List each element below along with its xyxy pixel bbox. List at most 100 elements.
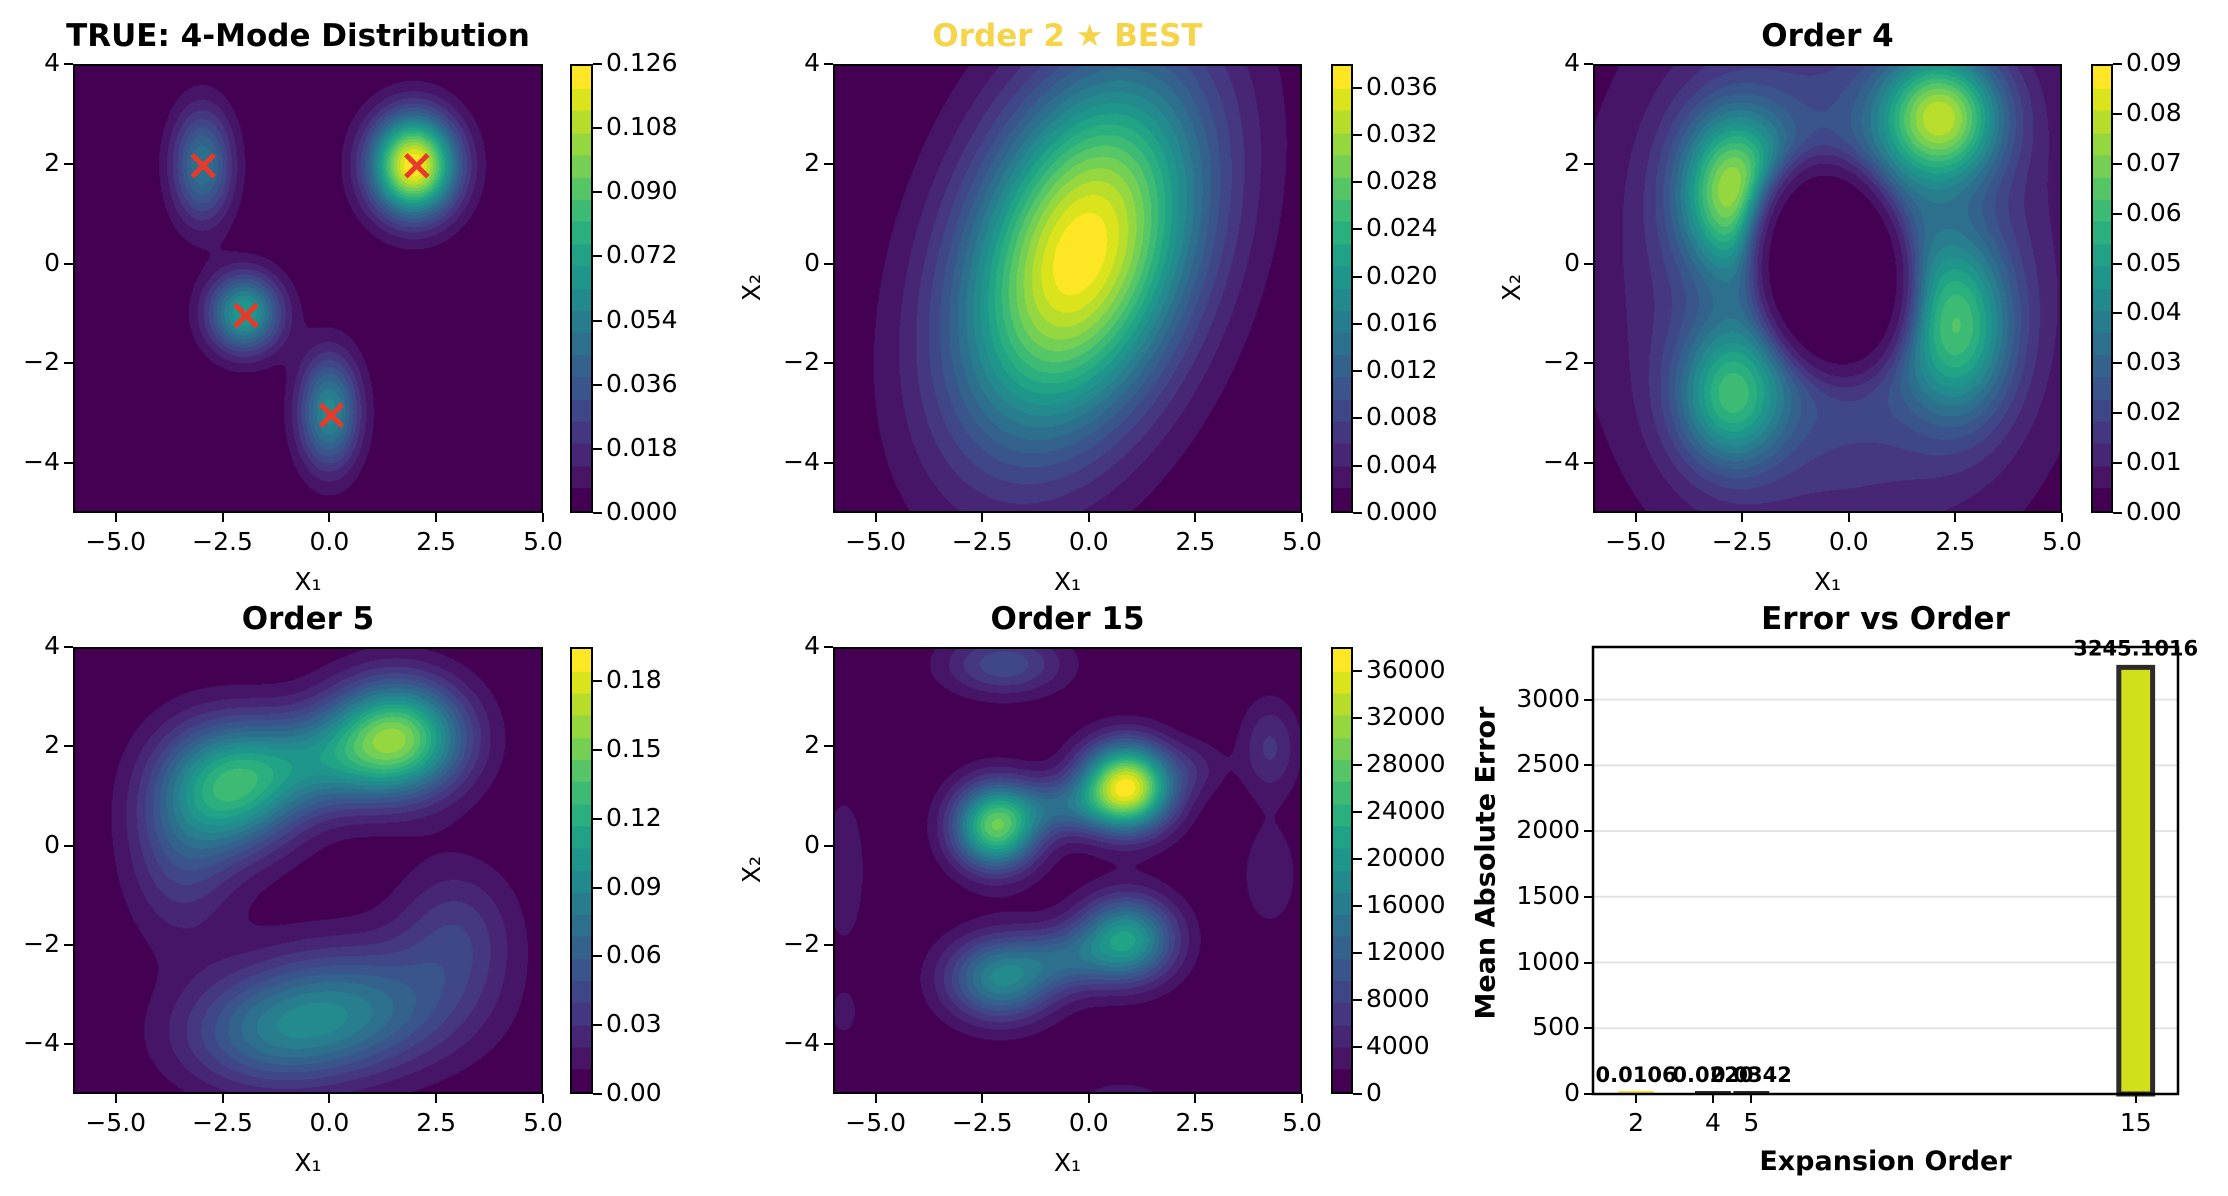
colorbar-tick-mark: [1353, 857, 1362, 860]
x-tick-label: 5: [1743, 1108, 1760, 1137]
y-tick-label: 4: [44, 48, 60, 77]
x-tick-label: 0.0: [309, 1108, 350, 1137]
x-tick-label: −2.5: [951, 1108, 1013, 1137]
colorbar-tick-mark: [1353, 228, 1362, 231]
true-colorbar-gradient: [572, 66, 591, 511]
x-tick-label: 5.0: [2042, 527, 2082, 556]
colorbar-tick-mark: [593, 383, 602, 386]
colorbar-tick-mark: [2113, 362, 2122, 365]
colorbar-tick-mark: [593, 749, 602, 752]
colorbar-tick-label: 24000: [1366, 795, 1446, 825]
x-tick-label: 0.0: [1828, 527, 1869, 556]
plot-frame: [1591, 645, 2180, 1096]
order4-contour-plot: [1593, 64, 2062, 513]
colorbar-tick-label: 36000: [1366, 654, 1446, 684]
x-tick-label: −2.5: [192, 1108, 253, 1137]
order15-colorbar-gradient: [1333, 649, 1351, 1092]
x-tick-label: −5.0: [1605, 527, 1666, 556]
order2-y-axis-label: X₂: [737, 273, 767, 301]
order2-colorbar-gradient: [1333, 66, 1351, 511]
x-tick-label: −5.0: [845, 1108, 906, 1137]
colorbar-tick-label: 4000: [1366, 1030, 1430, 1060]
x-tick-mark: [542, 513, 544, 522]
y-tick-label: 1000: [1516, 946, 1580, 976]
x-tick-label: −2.5: [1711, 527, 1773, 556]
colorbar-tick-mark: [2113, 212, 2122, 215]
y-tick-mark: [1584, 961, 1593, 964]
x-tick-label: 2: [1628, 1108, 1644, 1137]
colorbar-tick-label: 0.018: [606, 432, 678, 462]
colorbar-tick-label: 0.12: [606, 802, 662, 832]
x-tick-mark: [874, 1094, 877, 1103]
colorbar-tick-label: 0.18: [606, 665, 662, 695]
colorbar-tick-label: 0.000: [606, 497, 678, 526]
x-tick-label: 0.0: [309, 527, 350, 556]
y-tick-label: 0: [44, 247, 60, 277]
y-tick-label: 2: [804, 730, 820, 760]
y-tick-label: −2: [1543, 347, 1580, 377]
y-tick-label: −4: [23, 1028, 60, 1058]
colorbar-tick-label: 0.036: [606, 368, 678, 398]
order5-contour-plot: [73, 647, 543, 1094]
x-tick-mark: [1954, 513, 1957, 522]
colorbar-tick-label: 0.024: [1366, 213, 1438, 243]
colorbar-tick-label: 0.054: [606, 304, 678, 334]
colorbar-tick-mark: [1353, 763, 1362, 766]
x-tick-mark: [114, 1094, 117, 1103]
colorbar-tick-mark: [593, 447, 602, 450]
y-tick-label: 500: [1532, 1012, 1580, 1042]
y-tick-mark: [64, 1043, 73, 1046]
x-tick-label: 2.5: [416, 1108, 457, 1137]
colorbar-tick-label: 0.032: [1366, 118, 1438, 148]
colorbar-tick-mark: [2113, 262, 2122, 265]
x-tick-label: −5.0: [85, 1108, 147, 1137]
colorbar-tick-label: 0.126: [606, 48, 678, 77]
x-tick-mark: [1087, 1094, 1090, 1103]
order15-chart-title: Order 15: [990, 601, 1145, 637]
x-tick-mark: [981, 513, 984, 522]
x-tick-mark: [328, 513, 331, 522]
order5-density-field: [75, 649, 541, 1092]
y-tick-label: 0: [1564, 247, 1580, 277]
order4-colorbar-gradient: [2093, 66, 2111, 511]
colorbar-tick-label: 0.090: [606, 176, 678, 206]
colorbar-tick-mark: [593, 1024, 602, 1027]
x-tick-label: 15: [2119, 1108, 2152, 1137]
colorbar-tick-mark: [593, 319, 602, 322]
x-tick-mark: [1741, 513, 1744, 522]
colorbar-tick-mark: [1353, 275, 1362, 278]
colorbar-tick-label: 0.000: [1366, 497, 1438, 526]
y-tick-label: 4: [804, 48, 820, 77]
colorbar-tick-mark: [1353, 181, 1362, 184]
y-tick-mark: [1584, 895, 1593, 898]
colorbar-tick-label: 0.01: [2126, 447, 2182, 477]
error-bar-order-15: [2116, 664, 2156, 1097]
mode-center-x-marker: [190, 153, 216, 179]
y-tick-mark: [824, 162, 833, 165]
y-tick-label: 4: [804, 631, 820, 660]
error-y-axis-label: Mean Absolute Error: [1470, 706, 1502, 1019]
order5-colorbar-gradient: [572, 649, 591, 1092]
order2-density-field: [835, 66, 1300, 511]
x-tick-label: 5.0: [1282, 1108, 1322, 1137]
y-tick-label: 2: [1564, 147, 1580, 177]
order2-colorbar: [1331, 64, 1353, 513]
colorbar-tick-label: 0.02: [2126, 397, 2182, 427]
y-tick-mark: [64, 462, 73, 465]
x-tick-mark: [1711, 1094, 1714, 1103]
order5-chart-title: Order 5: [241, 601, 375, 637]
y-tick-label: 2500: [1516, 749, 1580, 779]
y-tick-mark: [824, 944, 833, 946]
y-tick-label: 2000: [1516, 815, 1580, 845]
colorbar-tick-mark: [593, 1093, 602, 1095]
x-tick-label: 2.5: [1175, 1108, 1216, 1137]
true-x-axis-label: X₁: [294, 567, 322, 596]
colorbar-tick-label: 0: [1366, 1078, 1382, 1107]
x-tick-mark: [1750, 1094, 1753, 1103]
y-tick-mark: [824, 362, 833, 365]
x-tick-mark: [2061, 513, 2063, 522]
y-tick-label: 4: [1564, 48, 1580, 77]
y-tick-mark: [64, 944, 73, 946]
colorbar-tick-label: 8000: [1366, 983, 1430, 1013]
